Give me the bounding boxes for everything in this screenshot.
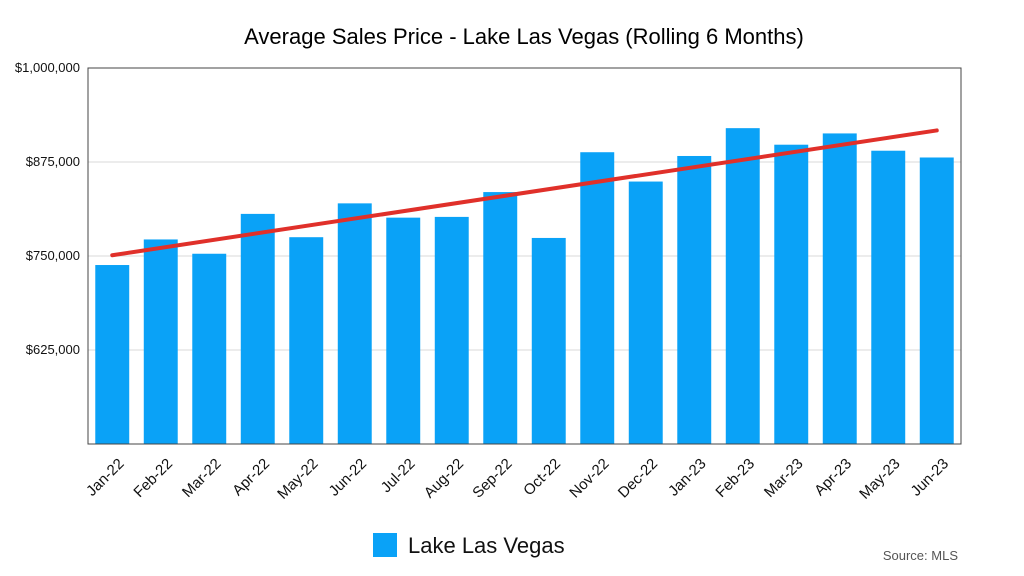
bar [774, 144, 809, 445]
plot-frame [87, 67, 962, 445]
bar [289, 237, 324, 444]
x-tick-label: May-22 [274, 455, 321, 502]
x-tick-label: Jan-22 [83, 455, 127, 499]
x-tick-label: Aug-22 [421, 455, 467, 501]
chart-title: Average Sales Price - Lake Las Vegas (Ro… [244, 24, 804, 49]
x-tick-label: Oct-22 [520, 455, 564, 499]
x-tick-label: Dec-22 [615, 455, 661, 501]
x-tick-label: Jun-22 [326, 455, 370, 499]
x-tick-label: Feb-23 [712, 455, 758, 501]
x-tick-label: Jun-23 [908, 455, 952, 499]
x-tick-label: Jul-22 [378, 455, 419, 496]
bar [483, 192, 518, 444]
bar [240, 213, 275, 444]
x-tick-label: Jan-23 [665, 455, 709, 499]
legend-swatch [373, 533, 397, 557]
trendline-line [110, 128, 939, 258]
bar [337, 203, 372, 444]
bar [192, 253, 227, 444]
x-tick-label: Nov-22 [566, 455, 612, 501]
y-tick-label: $750,000 [26, 248, 80, 263]
bar [580, 152, 615, 444]
bar [95, 265, 130, 444]
bar [725, 128, 760, 444]
y-tick-label: $625,000 [26, 342, 80, 357]
x-tick-label: Apr-23 [811, 455, 855, 499]
bar [143, 239, 178, 444]
x-tick-label: May-23 [856, 455, 903, 502]
x-tick-label: Mar-23 [761, 455, 807, 501]
x-tick-label: Apr-22 [229, 455, 273, 499]
x-tick-label: Sep-22 [469, 455, 515, 501]
bar [531, 237, 566, 444]
y-axis-ticks: $625,000 $750,000 $875,000 $1,000,000 [15, 60, 80, 357]
x-tick-label: Feb-22 [130, 455, 176, 501]
bar [386, 217, 421, 444]
bar [628, 181, 663, 444]
bar [677, 155, 712, 444]
bars [95, 128, 954, 445]
x-tick-label: Mar-22 [179, 455, 225, 501]
trendline [110, 128, 939, 258]
source-note: Source: MLS [883, 548, 958, 563]
y-tick-label: $1,000,000 [15, 60, 80, 75]
legend: Lake Las Vegas [373, 533, 565, 558]
legend-label: Lake Las Vegas [408, 533, 565, 558]
x-axis-ticks: Jan-22 Feb-22 Mar-22 Apr-22 May-22 Jun-22 Jul-… [83, 455, 952, 502]
y-tick-label: $875,000 [26, 154, 80, 169]
bar [871, 150, 906, 444]
bar [434, 216, 469, 444]
bar [822, 133, 857, 444]
bar [919, 157, 954, 444]
